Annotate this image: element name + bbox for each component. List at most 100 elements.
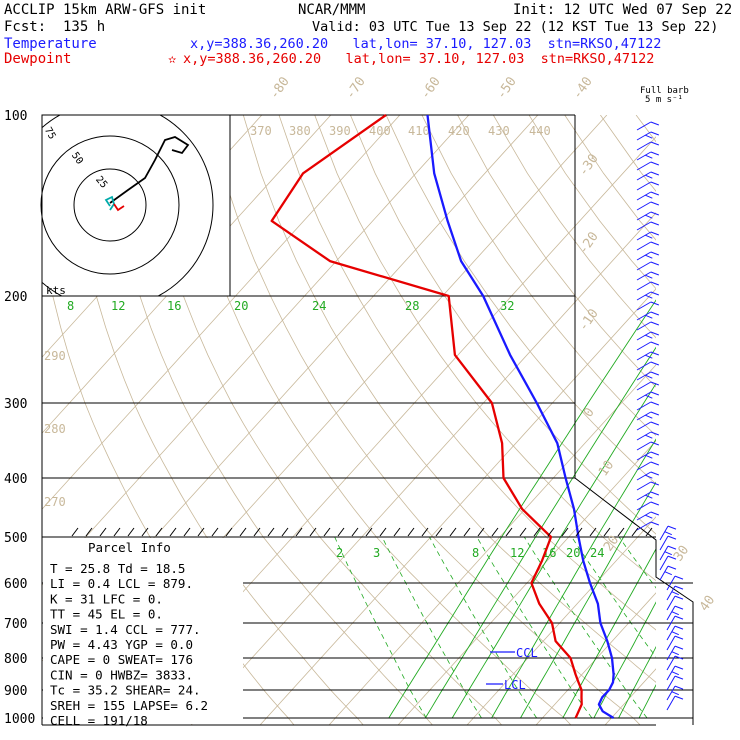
pressure-tick-label: 400 xyxy=(4,472,27,487)
wind-barb xyxy=(636,331,652,341)
wind-barbs xyxy=(636,121,684,711)
wind-barb xyxy=(636,201,652,211)
pressure-tick-label: 800 xyxy=(4,652,27,667)
hodo-trace-upper xyxy=(109,136,190,204)
wind-barb xyxy=(666,615,676,631)
theta-label: 420 xyxy=(448,124,470,138)
wind-barb xyxy=(636,131,652,141)
wind-barb xyxy=(636,481,652,491)
wind-barb xyxy=(636,181,652,191)
mixing-ratio-label: 32 xyxy=(500,299,514,313)
wind-barb xyxy=(636,211,652,221)
wind-barb xyxy=(636,151,652,161)
wind-barb xyxy=(636,291,652,301)
wind-barb xyxy=(666,585,676,601)
hodo-ring-25 xyxy=(73,168,147,242)
wind-barb xyxy=(659,525,669,541)
wind-barb xyxy=(636,251,652,261)
isotherm-label: -70 xyxy=(343,74,369,102)
hodo-trace-surface xyxy=(113,203,125,212)
wind-barb xyxy=(666,575,676,591)
wind-barb xyxy=(636,391,652,401)
mixing-ratio-label: 8 xyxy=(67,299,74,313)
wind-barb xyxy=(659,555,669,571)
wind-barb xyxy=(636,191,652,201)
isotherm-label: -20 xyxy=(576,229,602,257)
parcel-info-row: TT = 45 EL = 0. xyxy=(50,607,163,622)
isotherm-label: -10 xyxy=(576,306,602,334)
wind-barb xyxy=(636,371,652,381)
valid-time: Valid: 03 UTC Tue 13 Sep 22 (12 KST Tue … xyxy=(312,19,719,35)
theta-label: 400 xyxy=(369,124,391,138)
wind-barb xyxy=(659,545,669,561)
wind-barb xyxy=(636,491,652,501)
barb-legend-line2: 5 m s⁻¹ xyxy=(645,95,683,105)
wind-barb xyxy=(636,451,652,461)
mixing-ratio-label: 20 xyxy=(234,299,248,313)
wind-barb xyxy=(636,231,652,241)
wind-barb xyxy=(636,461,652,471)
wind-barb xyxy=(659,535,669,551)
wind-barb xyxy=(666,645,676,661)
wind-barb xyxy=(636,311,652,321)
theta-label: 380 xyxy=(289,124,311,138)
parcel-info-row: CIN = 0 HWBZ= 3833. xyxy=(50,667,193,682)
pressure-tick-label: 100 xyxy=(4,109,27,124)
dewpoint-legend-label: Dewpoint xyxy=(4,51,72,67)
dewpoint-star-icon: ✫ xyxy=(168,51,177,67)
isotherm-label: 10 xyxy=(596,458,617,479)
mixing-ratio-label: 12 xyxy=(111,299,125,313)
pressure-tick-label: 700 xyxy=(4,617,27,632)
wind-barb xyxy=(636,301,652,311)
isotherm-label: 30 xyxy=(671,543,692,564)
isotherm-label: 20 xyxy=(601,533,622,554)
temperature-legend-label: Temperature xyxy=(4,36,97,52)
wind-barb xyxy=(666,695,676,711)
wind-barb xyxy=(636,411,652,421)
theta-label: 440 xyxy=(529,124,551,138)
pressure-tick-label: 900 xyxy=(4,684,27,699)
wind-barb xyxy=(666,605,676,621)
parcel-info-row: LI = 0.4 LCL = 879. xyxy=(50,576,193,591)
ccl-marker: CCL xyxy=(490,646,538,660)
lcl-label: LCL xyxy=(504,678,526,692)
isotherm-label: -80 xyxy=(267,74,293,102)
isotherm-label: 40 xyxy=(697,593,718,614)
wind-barb xyxy=(636,281,652,291)
wind-barb xyxy=(666,635,676,651)
isotherm-label: 0 xyxy=(581,405,598,420)
theta-label: 390 xyxy=(329,124,351,138)
wind-barb xyxy=(636,471,652,481)
parcel-info-row: T = 25.8 Td = 18.5 xyxy=(50,561,185,576)
wind-barb xyxy=(666,595,676,611)
hodo-units-label: kts xyxy=(46,284,66,297)
wind-barb xyxy=(636,441,652,451)
forecast-hour: Fcst: 135 h xyxy=(4,19,106,35)
parcel-info-panel: Parcel Info T = 25.8 Td = 18.5LI = 0.4 L… xyxy=(43,538,243,728)
hodo-ring-50 xyxy=(40,135,180,275)
wind-barb xyxy=(636,271,652,281)
mixing-ratio-label: 2 xyxy=(336,546,343,560)
temperature-legend-info: x,y=388.36,260.20 lat,lon= 37.10, 127.03… xyxy=(190,36,662,52)
wind-barb xyxy=(666,665,676,681)
wind-barb xyxy=(636,261,652,271)
wind-barb xyxy=(636,121,652,131)
hodo-ring-75-label: 75 xyxy=(42,126,58,142)
parcel-info-row: SWI = 1.4 CCL = 777. xyxy=(50,622,201,637)
parcel-info-row: CELL = 191/18 xyxy=(50,713,148,728)
init-time: Init: 12 UTC Wed 07 Sep 22 xyxy=(513,2,733,18)
mixing-ratio-label: 16 xyxy=(167,299,181,313)
source-label: NCAR/MMM xyxy=(298,2,366,18)
parcel-info-row: PW = 4.43 YGP = 0.0 xyxy=(50,637,193,652)
isotherm-label: -50 xyxy=(494,74,520,102)
pressure-tick-label: 200 xyxy=(4,290,27,305)
wind-barb xyxy=(636,401,652,411)
pressure-tick-label: 500 xyxy=(4,531,27,546)
theta-label: 290 xyxy=(44,349,66,363)
pressure-tick-label: 300 xyxy=(4,397,27,412)
wind-barb xyxy=(636,511,652,521)
wind-barb xyxy=(636,241,652,251)
parcel-info-row: Tc = 35.2 SHEAR= 24. xyxy=(50,683,201,698)
wind-barb xyxy=(636,361,652,371)
